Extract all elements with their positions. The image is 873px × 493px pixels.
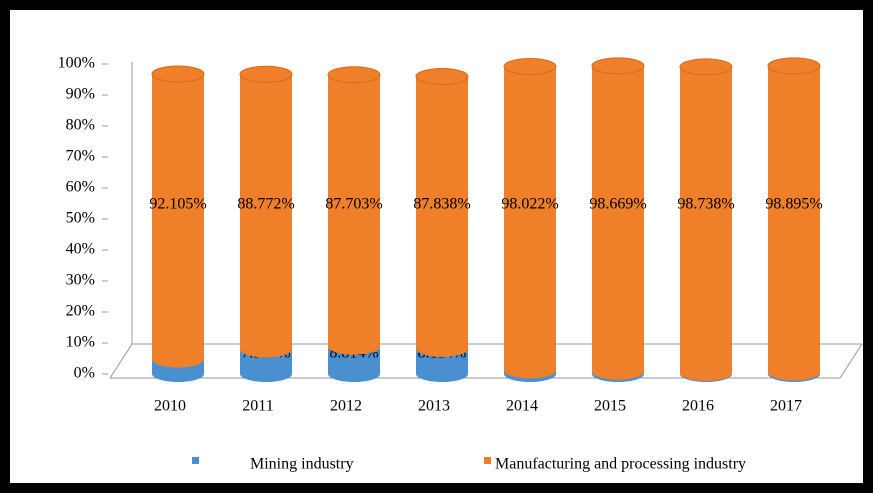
x-tick-label: 2010 — [154, 398, 186, 415]
cylinder-segment — [152, 66, 204, 368]
y-tick-label: 90% — [66, 86, 95, 103]
data-label: 87.838% — [413, 196, 470, 213]
cylinder-cap — [415, 68, 469, 86]
floor — [109, 343, 863, 379]
cylinder-cap — [151, 65, 205, 83]
y-tick-label: 80% — [66, 117, 95, 134]
cylinder-segment — [768, 57, 820, 381]
x-tick-label: 2014 — [506, 398, 538, 415]
legend-swatch — [484, 457, 491, 464]
y-tick-label: 40% — [66, 241, 95, 258]
cylinder-segment — [680, 58, 732, 381]
x-tick-label: 2016 — [682, 398, 714, 415]
data-label: 98.022% — [501, 196, 558, 213]
cylinder-cap — [239, 65, 293, 83]
y-tick-label: 70% — [66, 148, 95, 165]
data-label: 98.895% — [765, 196, 822, 213]
x-tick-label: 2011 — [242, 398, 273, 415]
cylinder-segment — [592, 57, 644, 380]
y-tick-label: 50% — [66, 210, 95, 227]
cylinder-cap — [327, 66, 381, 84]
legend-label: Manufacturing and processing industry — [495, 456, 746, 473]
cylinder-cap — [767, 57, 821, 75]
cylinder-segment — [504, 58, 556, 379]
cylinder-cap — [591, 57, 645, 75]
y-tick-label: 20% — [66, 303, 95, 320]
y-tick-label: 10% — [66, 334, 95, 351]
data-label: 98.738% — [677, 196, 734, 213]
x-tick-label: 2012 — [330, 398, 362, 415]
y-tick-label: 30% — [66, 272, 95, 289]
data-label: 92.105% — [149, 196, 206, 213]
y-tick-label: 0% — [74, 365, 95, 382]
y-tick-label: 60% — [66, 179, 95, 196]
x-tick-label: 2017 — [770, 398, 802, 415]
data-label: 87.703% — [325, 196, 382, 213]
cylinder-cap — [503, 57, 557, 75]
x-tick-label: 2015 — [594, 398, 626, 415]
legend-label: Mining industry — [250, 456, 354, 473]
x-tick-label: 2013 — [418, 398, 450, 415]
cylinder-cap — [679, 58, 733, 76]
cylinder-segment — [328, 66, 380, 355]
data-label: 98.669% — [589, 196, 646, 213]
cylinder-segment — [416, 68, 468, 357]
data-label: 88.772% — [237, 196, 294, 213]
y-tick-label: 100% — [58, 55, 95, 72]
cylinder-segment — [240, 66, 292, 358]
legend-swatch — [192, 457, 199, 464]
